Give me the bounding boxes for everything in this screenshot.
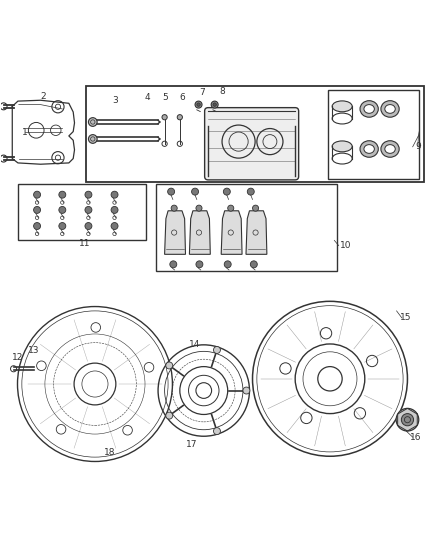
Circle shape xyxy=(251,261,257,268)
Circle shape xyxy=(88,135,97,143)
Circle shape xyxy=(85,191,92,198)
Bar xyxy=(86,86,424,182)
Circle shape xyxy=(196,205,202,211)
Circle shape xyxy=(171,205,177,211)
Text: 10: 10 xyxy=(339,241,351,250)
Circle shape xyxy=(59,206,66,213)
Text: 1: 1 xyxy=(22,128,28,137)
Circle shape xyxy=(166,412,173,419)
Circle shape xyxy=(162,115,167,120)
Ellipse shape xyxy=(381,101,399,117)
Ellipse shape xyxy=(385,144,395,154)
Circle shape xyxy=(85,206,92,213)
Text: 6: 6 xyxy=(179,93,185,102)
Text: 16: 16 xyxy=(410,433,422,442)
Text: 18: 18 xyxy=(104,448,116,457)
Ellipse shape xyxy=(364,144,374,154)
Text: 17: 17 xyxy=(186,440,198,449)
Ellipse shape xyxy=(332,101,352,112)
Circle shape xyxy=(401,414,413,426)
Circle shape xyxy=(59,223,66,230)
Circle shape xyxy=(211,101,218,108)
Circle shape xyxy=(197,103,200,107)
Circle shape xyxy=(111,223,118,230)
Ellipse shape xyxy=(381,141,399,157)
Circle shape xyxy=(224,261,231,268)
Text: 2: 2 xyxy=(40,92,46,101)
Polygon shape xyxy=(165,211,185,254)
Circle shape xyxy=(177,115,183,120)
Circle shape xyxy=(34,223,41,230)
Text: 7: 7 xyxy=(200,88,205,97)
Circle shape xyxy=(34,191,41,198)
Circle shape xyxy=(228,205,234,211)
Polygon shape xyxy=(189,211,210,254)
Circle shape xyxy=(213,427,220,434)
Circle shape xyxy=(85,223,92,230)
Circle shape xyxy=(195,101,202,108)
Circle shape xyxy=(111,191,118,198)
Circle shape xyxy=(247,188,254,195)
Text: 15: 15 xyxy=(399,313,411,322)
Circle shape xyxy=(168,188,175,195)
Text: 12: 12 xyxy=(12,353,24,362)
Ellipse shape xyxy=(360,101,378,117)
Ellipse shape xyxy=(364,104,374,114)
Circle shape xyxy=(34,206,41,213)
Ellipse shape xyxy=(360,141,378,157)
Circle shape xyxy=(253,205,258,211)
Ellipse shape xyxy=(385,104,395,114)
Circle shape xyxy=(196,261,203,268)
Circle shape xyxy=(213,346,220,353)
Circle shape xyxy=(111,206,118,213)
Text: 13: 13 xyxy=(28,345,40,354)
Circle shape xyxy=(88,118,97,126)
Circle shape xyxy=(213,103,216,107)
Circle shape xyxy=(223,188,230,195)
Text: 9: 9 xyxy=(415,142,421,151)
Ellipse shape xyxy=(332,141,352,152)
Circle shape xyxy=(243,387,250,394)
Bar xyxy=(18,184,146,240)
Text: 14: 14 xyxy=(189,341,200,349)
Text: 3: 3 xyxy=(113,96,118,105)
Bar xyxy=(156,184,336,271)
Circle shape xyxy=(396,408,419,431)
Circle shape xyxy=(191,188,198,195)
Text: 8: 8 xyxy=(219,86,226,95)
Text: 11: 11 xyxy=(79,239,91,248)
FancyBboxPatch shape xyxy=(205,108,299,180)
Circle shape xyxy=(170,261,177,268)
Circle shape xyxy=(59,191,66,198)
Polygon shape xyxy=(221,211,242,254)
Circle shape xyxy=(166,362,173,369)
Text: 4: 4 xyxy=(145,93,150,102)
Bar xyxy=(328,90,419,180)
Text: 5: 5 xyxy=(162,93,168,102)
Polygon shape xyxy=(246,211,267,254)
